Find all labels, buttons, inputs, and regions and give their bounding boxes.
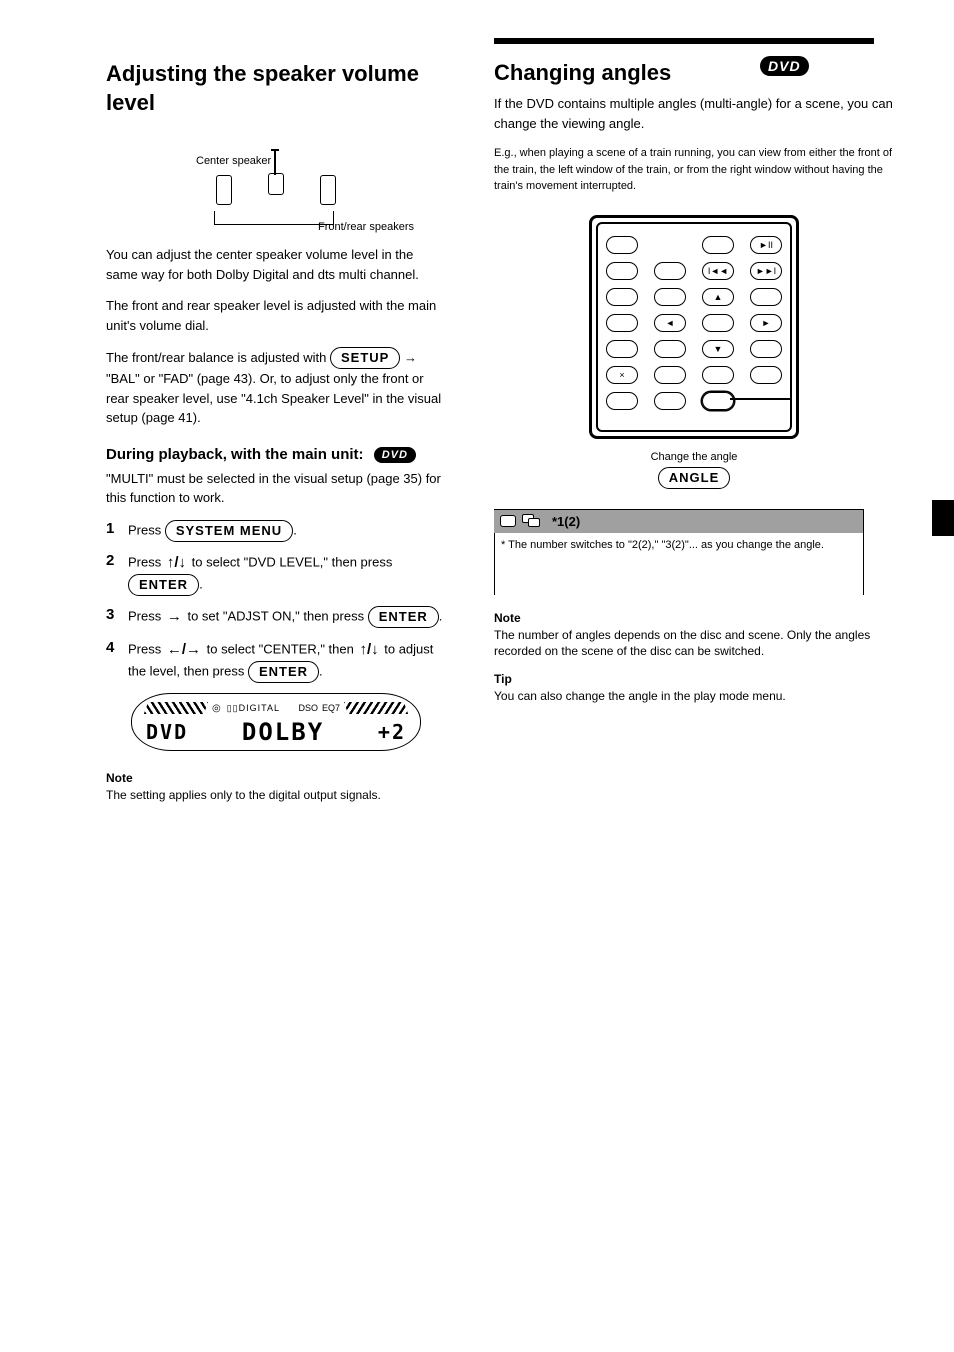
remote-btn-play-pause: ►II	[750, 236, 782, 254]
left-heading: Adjusting the speaker volume level	[106, 60, 446, 117]
angle-button-caption: Change the angle ANGLE	[589, 451, 799, 489]
arrow-right-icon: →	[167, 608, 182, 625]
monitor-bar: *1(2)	[494, 509, 864, 533]
dolby-digital-label: ▯▯DIGITAL	[227, 703, 280, 714]
side-tab	[932, 500, 954, 536]
remote-btn-blank	[750, 340, 782, 358]
display-main: DOLBY	[242, 718, 324, 746]
remote-btn-left: ◄	[654, 314, 686, 332]
right-tip-body: You can also change the angle in the pla…	[494, 688, 894, 705]
remote-btn-next: ►►I	[750, 262, 782, 280]
angle-button-label: ANGLE	[658, 467, 731, 489]
remote-btn-angle	[702, 392, 734, 410]
remote-btn-blank	[702, 366, 734, 384]
remote-btn-blank	[654, 392, 686, 410]
left-para3: The front/rear balance is adjusted with …	[106, 347, 446, 428]
left-para1: You can adjust the center speaker volume…	[106, 245, 446, 284]
monitor-body: * The number switches to "2(2)," "3(2)".…	[494, 533, 864, 595]
remote-btn-down: ▼	[702, 340, 734, 358]
monitor-display: *1(2) * The number switches to "2(2)," "…	[494, 509, 864, 595]
angle-icon	[522, 514, 542, 528]
remote-btn-blank	[606, 236, 638, 254]
step-num: 2	[106, 552, 128, 597]
step-body: Press ←/→ to select "CENTER," then ↑/↓ t…	[128, 639, 446, 684]
step-num: 1	[106, 520, 128, 542]
remote-btn-blank	[654, 262, 686, 280]
display-source: DVD	[146, 720, 188, 744]
enter-pill: ENTER	[128, 574, 199, 596]
eq7-label: EQ7	[322, 703, 340, 713]
step-num: 3	[106, 606, 128, 629]
label-center-speaker: Center speaker	[196, 155, 271, 167]
setup-pill: SETUP	[330, 347, 400, 369]
disc-icon: ◎	[212, 703, 221, 714]
remote-btn-close: ×	[606, 366, 638, 384]
remote-btn-blank	[750, 288, 782, 306]
right-note-title: Note	[494, 611, 894, 625]
right-diagram-note: E.g., when playing a scene of a train ru…	[494, 145, 894, 195]
right-note-body: The number of angles depends on the disc…	[494, 627, 894, 661]
angle-callout: Change the angle	[589, 451, 799, 463]
label-frontrear-speaker: Front/rear speakers	[318, 221, 414, 233]
speaker-center-icon	[268, 173, 284, 195]
left-para2: The front and rear speaker level is adju…	[106, 296, 446, 335]
system-menu-pill: SYSTEM MENU	[165, 520, 293, 542]
step-body: Press SYSTEM MENU.	[128, 520, 446, 542]
left-subhead: During playback, with the main unit: DVD	[106, 446, 446, 463]
right-tip-title: Tip	[494, 672, 894, 686]
remote-btn-blank	[654, 366, 686, 384]
step-2: 2 Press ↑/↓ to select "DVD LEVEL," then …	[106, 552, 446, 597]
arrows-updown-icon: ↑/↓	[167, 554, 186, 571]
enter-pill: ENTER	[368, 606, 439, 628]
speaker-right-icon	[320, 175, 336, 205]
speaker-antenna-icon	[274, 151, 276, 175]
dvd-logo-inline: DVD	[374, 447, 416, 463]
right-column: Changing angles If the DVD contains mult…	[494, 60, 894, 705]
remote-btn-blank	[606, 314, 638, 332]
remote-btn-blank	[654, 340, 686, 358]
speaker-diagram: Center speaker Front/rear speakers	[146, 127, 406, 227]
monitor-icon	[500, 515, 516, 527]
right-intro: If the DVD contains multiple angles (mul…	[494, 94, 894, 133]
left-subreq: "MULTI" must be selected in the visual s…	[106, 469, 446, 508]
arrows-updown-icon: ↑/↓	[359, 641, 378, 658]
display-level: +2	[378, 720, 406, 744]
step-body: Press ↑/↓ to select "DVD LEVEL," then pr…	[128, 552, 446, 597]
display-unit: ◎ ▯▯DIGITAL DSO EQ7 DVD DOLBY +2	[131, 693, 421, 751]
step-body: Press → to set "ADJST ON," then press EN…	[128, 606, 446, 629]
remote-diagram: ►II I◄◄ ►►I ▲ ◄ ►	[589, 215, 799, 489]
remote-btn-up: ▲	[702, 288, 734, 306]
angle-count: *1(2)	[552, 514, 580, 529]
monitor-asterisk-note: * The number switches to "2(2)," "3(2)".…	[501, 539, 824, 551]
remote-btn-blank	[606, 340, 638, 358]
angle-callout-line	[730, 398, 790, 400]
subhead-text: During playback, with the main unit:	[106, 446, 364, 463]
step-4: 4 Press ←/→ to select "CENTER," then ↑/↓…	[106, 639, 446, 684]
left-note-body: The setting applies only to the digital …	[106, 787, 446, 804]
remote-btn-blank	[654, 288, 686, 306]
left-note-title: Note	[106, 771, 446, 785]
dso-label: DSO	[298, 703, 318, 713]
remote-btn-blank	[702, 314, 734, 332]
left-column: Adjusting the speaker volume level Cente…	[106, 60, 446, 804]
remote-btn-blank	[606, 288, 638, 306]
speaker-left-icon	[216, 175, 232, 205]
remote-btn-prev: I◄◄	[702, 262, 734, 280]
bracket-left	[214, 211, 274, 225]
hatch-right-icon	[344, 702, 408, 714]
right-heading: Changing angles	[494, 60, 894, 86]
steps-list: 1 Press SYSTEM MENU. 2 Press ↑/↓ to sele…	[106, 520, 446, 684]
header-bar	[494, 38, 874, 44]
step-1: 1 Press SYSTEM MENU.	[106, 520, 446, 542]
step-num: 4	[106, 639, 128, 684]
hatch-left-icon	[144, 702, 208, 714]
remote-btn-blank	[606, 262, 638, 280]
enter-pill: ENTER	[248, 661, 319, 683]
remote-btn-right: ►	[750, 314, 782, 332]
remote-btn-blank	[606, 392, 638, 410]
remote-btn-blank	[750, 366, 782, 384]
remote-btn-blank	[702, 236, 734, 254]
arrows-leftright-icon: ←/→	[167, 641, 201, 658]
step-3: 3 Press → to set "ADJST ON," then press …	[106, 606, 446, 629]
